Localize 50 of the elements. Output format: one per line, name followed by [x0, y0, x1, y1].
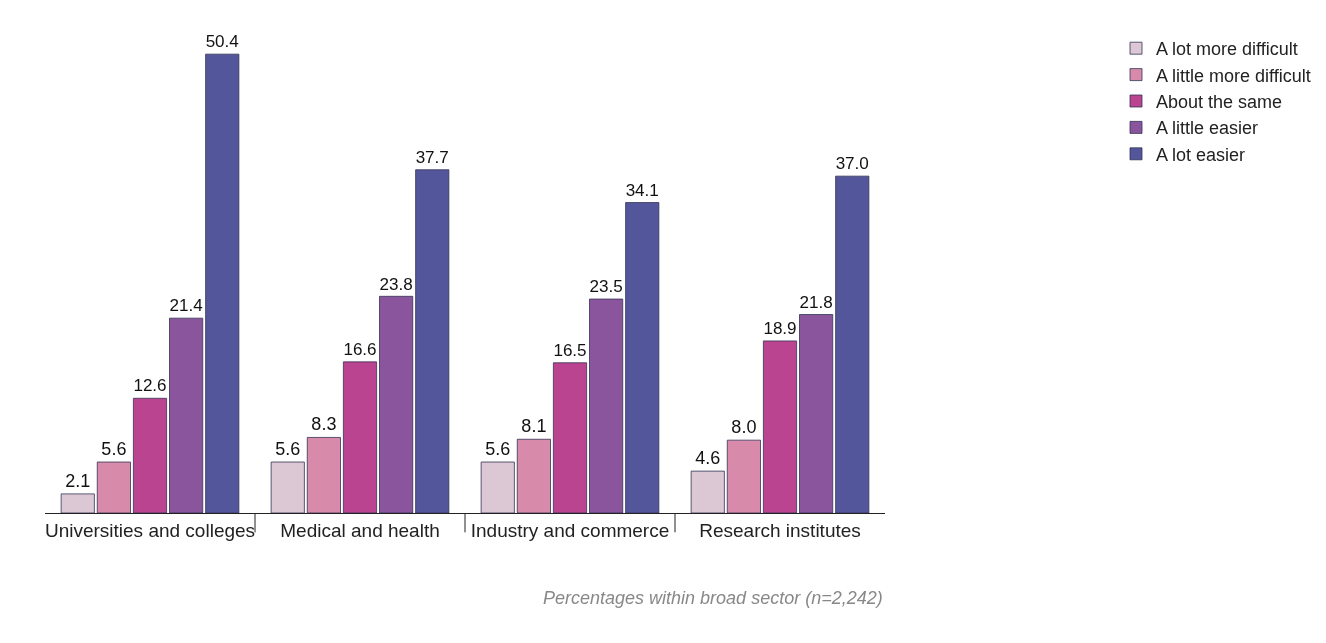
data-label: 5.6	[101, 439, 127, 460]
bar	[205, 53, 240, 513]
legend-label: About the same	[1156, 92, 1283, 113]
data-label: 16.5	[553, 340, 587, 360]
data-label: 8.0	[731, 417, 757, 438]
data-label: 8.3	[311, 414, 337, 435]
data-label: 34.1	[625, 180, 659, 200]
legend-label: A lot more difficult	[1156, 39, 1298, 60]
bar	[726, 439, 761, 513]
x-tick-label: Universities and colleges	[44, 519, 256, 541]
bar	[96, 461, 131, 513]
bar	[306, 437, 341, 513]
bar	[835, 175, 870, 513]
data-label: 5.6	[275, 439, 301, 460]
data-label: 23.8	[379, 274, 413, 294]
data-label: 18.9	[763, 319, 797, 339]
data-label: 21.8	[799, 292, 833, 312]
bar	[552, 362, 588, 513]
x-tick-label: Research institutes	[699, 519, 861, 541]
legend-label: A little easier	[1156, 118, 1259, 139]
x-tick-label: Industry and commerce	[470, 519, 670, 541]
bar	[516, 438, 551, 513]
bar	[799, 314, 834, 513]
data-label: 4.6	[695, 448, 721, 469]
data-label: 23.5	[589, 277, 623, 297]
bar	[762, 340, 798, 513]
bar	[589, 298, 624, 513]
bar	[415, 169, 450, 513]
bar	[690, 470, 725, 513]
data-label: 21.4	[169, 296, 203, 316]
data-label: 37.0	[835, 154, 869, 174]
bar	[625, 202, 660, 513]
data-label: 8.1	[521, 416, 547, 437]
bar	[169, 317, 204, 513]
data-label: 16.6	[343, 340, 377, 360]
bar	[480, 461, 515, 513]
x-tick-label: Medical and health	[280, 519, 440, 541]
text: Percentages within broad sector (n=2,242)	[543, 588, 883, 608]
data-label: 2.1	[65, 470, 91, 491]
data-label: 5.6	[485, 439, 511, 460]
bar	[60, 493, 95, 513]
legend-label: A little more difficult	[1156, 65, 1311, 86]
bar	[270, 461, 305, 513]
bar	[379, 295, 414, 513]
bar	[132, 397, 168, 513]
data-label: 37.7	[415, 147, 449, 167]
bar	[342, 361, 378, 513]
data-label: 50.4	[205, 32, 239, 52]
data-label: 12.6	[133, 376, 167, 396]
legend-label: A lot easier	[1156, 144, 1246, 165]
